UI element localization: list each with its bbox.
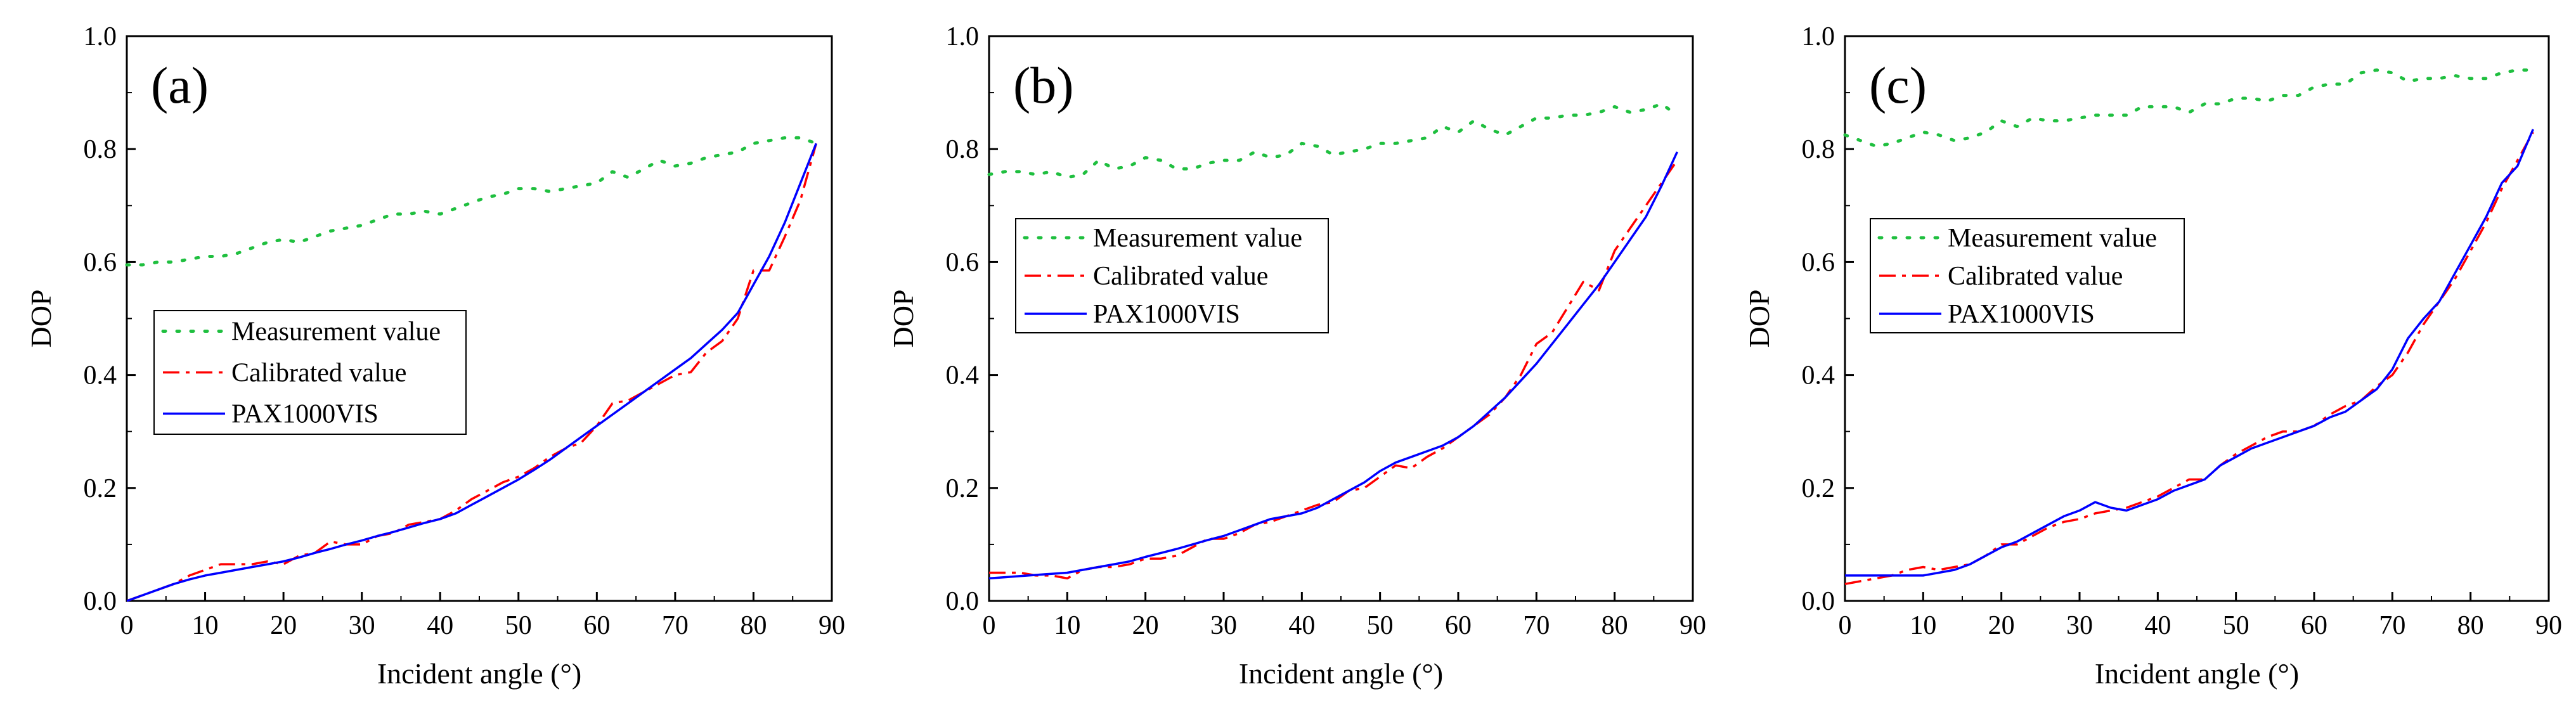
x-tick-label: 70 [2379, 611, 2405, 640]
x-tick-label: 0 [983, 611, 996, 640]
x-axis-label: Incident angle (°) [2095, 657, 2299, 690]
x-tick-label: 50 [2223, 611, 2249, 640]
legend-entry: PAX1000VIS [1093, 300, 1240, 329]
y-tick-label: 0.8 [946, 135, 980, 164]
x-tick-label: 60 [1445, 611, 1472, 640]
x-tick-label: 10 [192, 611, 219, 640]
y-tick-label: 0.0 [946, 587, 980, 616]
legend: Measurement value Calibrated value PAX1000… [1870, 218, 2185, 333]
x-tick-label: 90 [819, 611, 845, 640]
chart-panel-1: 0 10 20 30 40 50 60 70 80 90 0.0 0.2 0.4 0.6 0.8 1.0 Inc… [25, 22, 845, 690]
y-tick-label: 0.2 [1802, 474, 1835, 503]
legend-entry: PAX1000VIS [231, 400, 379, 429]
y-tick-label: 1.0 [946, 22, 980, 51]
series-line-measurement-value [125, 136, 818, 267]
legend-entry: Calibrated value [1093, 262, 1268, 291]
panel-label: (c) [1869, 56, 1927, 114]
x-tick-label: 80 [1602, 611, 1628, 640]
legend-entry: Calibrated value [231, 359, 406, 388]
series-line-pax1000vis [1845, 129, 2534, 577]
panel-label: (b) [1013, 56, 1074, 114]
series-line-measurement-value [1843, 68, 2535, 148]
series-line-pax1000vis [988, 151, 1678, 580]
legend-entry: Measurement value [1093, 224, 1302, 253]
x-tick-label: 60 [583, 611, 610, 640]
chart-panel-2: 0 10 20 30 40 50 60 70 80 90 0.0 0.2 0.4 0.6 0.8 1.0 Inc… [887, 22, 1706, 690]
x-tick-label: 10 [1054, 611, 1080, 640]
y-tick-label: 0.6 [946, 248, 980, 277]
x-tick-label: 20 [1132, 611, 1159, 640]
x-tick-label: 20 [270, 611, 297, 640]
y-tick-label: 0.4 [946, 361, 980, 390]
y-tick-label: 0.4 [1802, 361, 1835, 390]
legend-entry: Calibrated value [1948, 262, 2123, 291]
x-tick-label: 40 [2144, 611, 2171, 640]
series-line-measurement-value [987, 102, 1679, 179]
x-tick-label: 60 [2301, 611, 2327, 640]
x-axis-label: Incident angle (°) [1239, 657, 1443, 690]
chart-panel-3: 0 10 20 30 40 50 60 70 80 90 0.0 0.2 0.4 0.6 0.8 1.0 Inc… [1743, 22, 2562, 690]
series-line-pax1000vis [126, 143, 817, 602]
y-tick-label: 0.0 [84, 587, 117, 616]
series-line-calibrated-value [126, 143, 817, 602]
x-tick-label: 20 [1988, 611, 2015, 640]
x-tick-label: 70 [662, 611, 689, 640]
y-tick-label: 1.0 [1802, 22, 1835, 51]
x-tick-label: 40 [1288, 611, 1315, 640]
x-tick-label: 0 [1839, 611, 1852, 640]
x-tick-label: 80 [2457, 611, 2484, 640]
x-tick-label: 30 [1210, 611, 1237, 640]
x-axis-label: Incident angle (°) [377, 657, 581, 690]
series-line-calibrated-value [989, 160, 1678, 580]
y-tick-label: 0.6 [84, 248, 117, 277]
legend: Measurement value Calibrated value PAX1000… [1015, 218, 1329, 333]
y-tick-label: 0.0 [1802, 587, 1835, 616]
y-tick-label: 0.2 [84, 474, 117, 503]
legend-entry: PAX1000VIS [1948, 300, 2095, 329]
x-tick-label: 90 [1680, 611, 1706, 640]
legend-entry: Measurement value [1948, 224, 2157, 253]
series-line-calibrated-value [1844, 131, 2534, 586]
x-tick-label: 40 [427, 611, 453, 640]
x-tick-label: 30 [2066, 611, 2093, 640]
y-axis-label: DOP [25, 289, 57, 347]
legend-entry: Measurement value [231, 318, 441, 347]
y-axis-label: DOP [1743, 289, 1775, 347]
x-tick-label: 70 [1523, 611, 1550, 640]
x-tick-label: 50 [505, 611, 532, 640]
x-tick-label: 30 [349, 611, 375, 640]
y-tick-label: 0.6 [1802, 248, 1835, 277]
y-tick-label: 0.2 [946, 474, 980, 503]
x-tick-label: 90 [2535, 611, 2562, 640]
y-tick-label: 0.8 [84, 135, 117, 164]
x-tick-label: 80 [740, 611, 767, 640]
x-tick-label: 50 [1367, 611, 1394, 640]
y-tick-label: 1.0 [84, 22, 117, 51]
x-tick-label: 10 [1910, 611, 1936, 640]
y-tick-label: 0.8 [1802, 135, 1835, 164]
panel-label: (a) [151, 56, 209, 114]
y-axis-label: DOP [887, 289, 919, 347]
x-tick-label: 0 [120, 611, 134, 640]
y-tick-label: 0.4 [84, 361, 117, 390]
legend: Measurement value Calibrated value PAX1000… [153, 310, 467, 435]
